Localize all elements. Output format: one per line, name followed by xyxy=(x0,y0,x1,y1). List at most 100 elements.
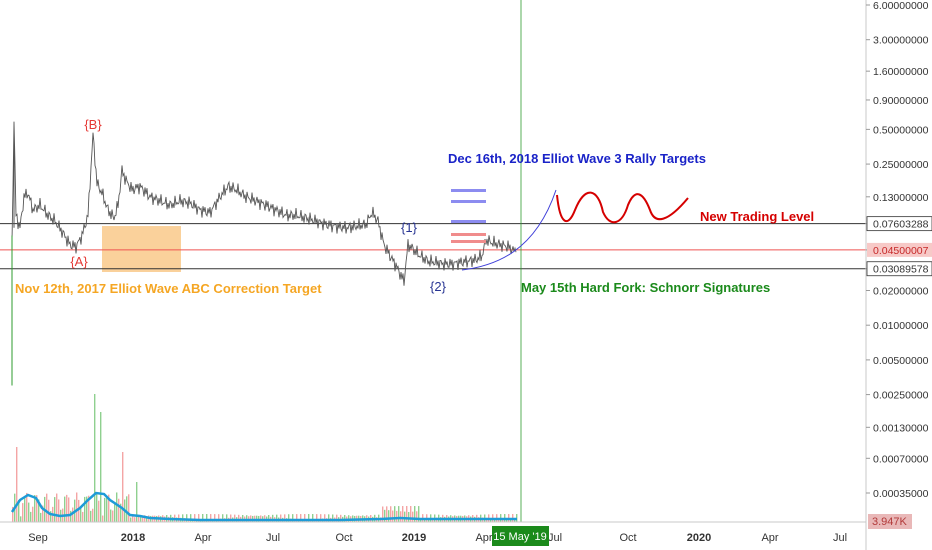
volume-bar xyxy=(78,499,80,522)
volume-bar xyxy=(24,497,26,522)
volume-bar xyxy=(46,493,48,522)
volume-bar xyxy=(260,515,262,522)
volume-bar xyxy=(424,518,426,522)
volume-bar xyxy=(394,506,396,522)
volume-bar xyxy=(250,515,252,522)
y-tick-label: 0.00250000 xyxy=(873,390,929,402)
x-tick-label: Oct xyxy=(619,532,636,544)
y-level-tag xyxy=(866,216,932,232)
volume-bar xyxy=(86,496,88,522)
volume-bar xyxy=(144,515,146,522)
volume-bar xyxy=(38,499,40,522)
x-tick-label: Jul xyxy=(833,532,847,544)
volume-bar xyxy=(22,503,24,522)
wave-label-b: {B} xyxy=(84,117,102,132)
volume-bar xyxy=(404,511,406,522)
volume-moving-average xyxy=(10,491,517,522)
volume-bar xyxy=(398,506,400,522)
y-tick-label: 3.00000000 xyxy=(873,35,929,47)
volume-bar xyxy=(70,510,72,522)
volume-bar xyxy=(392,510,394,522)
volume-bar xyxy=(90,510,92,522)
volume-bar xyxy=(100,412,102,522)
volume-bar xyxy=(88,495,90,522)
volume-bar xyxy=(98,500,100,522)
volume-bar xyxy=(140,514,142,522)
volume-bar xyxy=(18,500,20,522)
volume-bar xyxy=(340,514,342,522)
volume-value-label: 3.947K xyxy=(872,516,908,528)
volume-bar xyxy=(328,514,330,522)
volume-bar xyxy=(122,452,124,522)
new-trading-level-annotation: New Trading Level xyxy=(700,209,814,224)
volume-bar xyxy=(386,506,388,522)
volume-bar xyxy=(32,506,34,522)
volume-bar xyxy=(234,514,236,522)
volume-bar xyxy=(246,515,248,522)
volume-bar xyxy=(132,514,134,522)
volume-bar xyxy=(308,514,310,522)
y-tick-label: 0.02000000 xyxy=(873,286,929,298)
volume-bar xyxy=(108,494,110,522)
volume-bar xyxy=(104,497,106,522)
wave-label-2: {2} xyxy=(430,279,447,294)
crosshair-date-tag xyxy=(492,526,549,546)
price-series xyxy=(11,121,517,386)
volume-bar xyxy=(64,496,66,522)
volume-bar xyxy=(72,507,74,522)
volume-bars xyxy=(10,394,518,522)
volume-bar xyxy=(146,516,148,522)
volume-bar xyxy=(276,514,278,522)
volume-bar xyxy=(418,506,420,522)
x-tick-label: 2018 xyxy=(121,532,145,544)
target-bar xyxy=(451,220,486,223)
volume-bar xyxy=(218,514,220,522)
y-tick-label: 0.25000000 xyxy=(873,159,929,171)
volume-value-tag xyxy=(868,514,912,529)
volume-bar xyxy=(320,514,322,522)
target-bar xyxy=(451,240,486,243)
volume-bar xyxy=(120,503,122,522)
volume-bar xyxy=(344,514,346,522)
volume-bar xyxy=(40,512,42,522)
correction-zone xyxy=(102,226,181,272)
y-tick-label: 0.00035000 xyxy=(873,488,929,500)
y-tick-label: 0.00500000 xyxy=(873,355,929,367)
price-line xyxy=(11,121,517,286)
volume-bar xyxy=(390,506,392,522)
y-tick-label: 0.50000000 xyxy=(873,124,929,136)
y-tick-label: 0.00130000 xyxy=(873,422,929,434)
volume-bar xyxy=(58,499,60,522)
volume-bar xyxy=(96,492,98,522)
wave-label-a: {A} xyxy=(70,254,88,269)
volume-bar xyxy=(106,497,108,522)
volume-bar xyxy=(112,510,114,522)
volume-bar xyxy=(30,511,32,522)
volume-bar xyxy=(34,495,36,522)
x-tick-label: Sep xyxy=(28,532,48,544)
volume-bar xyxy=(50,511,52,522)
volume-bar xyxy=(128,494,130,522)
volume-bar xyxy=(264,515,266,522)
volume-bar xyxy=(16,447,18,522)
y-tick-label: 0.04500007 xyxy=(873,245,929,257)
y-tick-label: 0.07603288 xyxy=(873,219,929,231)
volume-bar xyxy=(92,508,94,522)
volume-bar xyxy=(102,515,104,522)
volume-bar xyxy=(230,514,232,522)
volume-bar xyxy=(510,519,512,522)
volume-bar xyxy=(406,506,408,522)
volume-bar xyxy=(420,518,422,522)
volume-bar xyxy=(332,514,334,522)
volume-bar xyxy=(28,502,30,522)
y-tick-label: 0.90000000 xyxy=(873,95,929,107)
volume-bar xyxy=(12,506,14,522)
correction-target-annotation: Nov 12th, 2017 Elliot Wave ABC Correctio… xyxy=(15,281,322,296)
x-tick-label: Jul xyxy=(266,532,280,544)
volume-bar xyxy=(304,514,306,522)
target-bar xyxy=(451,189,486,192)
volume-bar xyxy=(68,497,70,522)
volume-bar xyxy=(214,514,216,522)
volume-bar xyxy=(84,496,86,522)
